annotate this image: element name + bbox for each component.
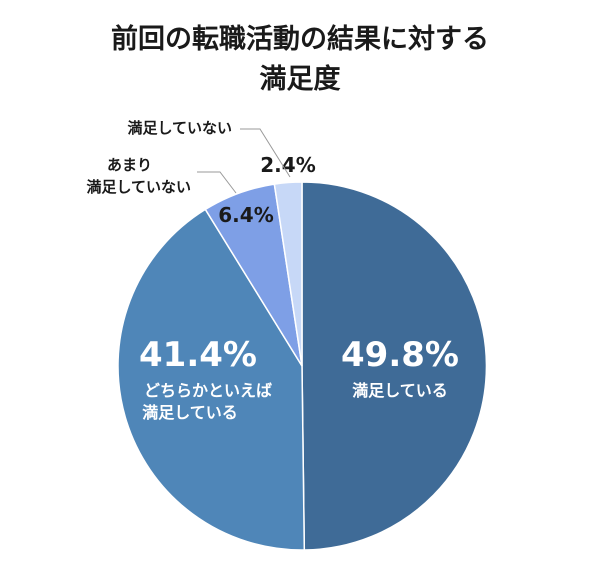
slice-1-label-line-1: どちらかといえば	[144, 381, 272, 400]
slice-2-leader-line	[197, 171, 237, 194]
slice-2-label-line-1: あまり	[107, 156, 152, 174]
slice-0-value: 49.8%	[341, 335, 459, 375]
chart-title-line-1: 前回の転職活動の結果に対する	[111, 24, 489, 55]
slice-0-label: 満足している	[352, 381, 448, 400]
slice-3-leader-line	[240, 128, 291, 178]
slice-3-label: 満足していない	[127, 119, 232, 137]
chart-title-line-2: 満足度	[259, 64, 341, 95]
pie-slice-3	[273, 181, 303, 367]
slice-2-value: 6.4%	[218, 203, 273, 227]
pie-slice-0	[301, 181, 488, 551]
slice-2-label-line-2: 満足していない	[86, 178, 191, 196]
slice-1-value: 41.4%	[139, 335, 257, 375]
slice-1-label-line-2: 満足している	[142, 403, 238, 422]
chart-title: 前回の転職活動の結果に対する 満足度	[0, 20, 600, 100]
